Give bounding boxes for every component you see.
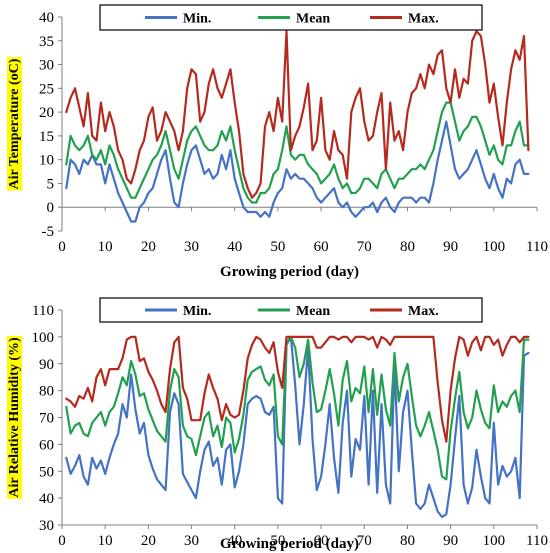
- x-tick-label: 70: [357, 239, 372, 255]
- x-tick-label: 40: [227, 533, 242, 549]
- legend-label: Mean: [296, 12, 330, 27]
- y-axis-label: Air Temperature (oC): [7, 58, 22, 189]
- y-axis-label: Air Relative Humidity (%): [7, 337, 22, 498]
- series-line-max: [65, 30, 530, 199]
- x-tick-label: 10: [98, 533, 113, 549]
- series-line-min: [65, 120, 530, 223]
- x-tick-label: 110: [526, 239, 548, 255]
- x-tick-label: 20: [141, 533, 156, 549]
- y-tick-label: 70: [39, 411, 54, 427]
- x-tick-label: 100: [483, 533, 506, 549]
- x-tick-label: 70: [357, 533, 372, 549]
- y-tick-label: 10: [39, 153, 54, 169]
- y-tick-label: 5: [47, 176, 55, 192]
- series-line-min: [65, 335, 530, 519]
- y-tick-label: 40: [39, 10, 54, 26]
- x-tick-label: 60: [314, 533, 329, 549]
- series-line-mean: [65, 101, 530, 204]
- y-tick-label: 30: [39, 518, 54, 534]
- y-tick-label: 30: [39, 58, 54, 74]
- legend-label: Mean: [296, 304, 330, 319]
- x-axis-label: Growing period (day): [220, 264, 359, 280]
- x-tick-label: 30: [184, 239, 199, 255]
- x-tick-label: 40: [227, 239, 242, 255]
- x-tick-label: 20: [141, 239, 156, 255]
- y-axis-label-highlight: [7, 336, 22, 499]
- legend-label: Min.: [183, 12, 211, 27]
- y-tick-label: 60: [39, 437, 54, 453]
- y-tick-label: 100: [32, 330, 55, 346]
- series-line-max: [65, 335, 530, 443]
- y-tick-label: 15: [39, 129, 54, 145]
- y-axis-label-group: Air Relative Humidity (%): [7, 336, 22, 499]
- x-tick-label: 50: [270, 533, 285, 549]
- y-axis-label-group: Air Temperature (oC): [7, 57, 22, 191]
- x-tick-label: 90: [443, 239, 458, 255]
- x-tick-label: 50: [270, 239, 285, 255]
- x-tick-label: 60: [314, 239, 329, 255]
- x-tick-label: 0: [58, 239, 66, 255]
- series-line-mean: [65, 335, 530, 481]
- x-tick-label: 90: [443, 533, 458, 549]
- y-tick-label: 90: [39, 357, 54, 373]
- chart-2: 30 40 50 60 70 80 90 100 110 0 10 20 30 40 50 60 70 80 90 1…: [7, 297, 548, 552]
- y-tick-label: 0: [47, 200, 55, 216]
- y-tick-label: 50: [39, 464, 54, 480]
- x-axis-label: Growing period (day): [220, 536, 359, 552]
- x-tick-label: 30: [184, 533, 199, 549]
- x-tick-label: 80: [400, 533, 415, 549]
- y-tick-label: 20: [39, 105, 54, 121]
- y-tick-label: 80: [39, 384, 54, 400]
- y-tick-label: 25: [39, 81, 54, 97]
- legend-label: Max.: [408, 304, 439, 319]
- y-tick-label: 110: [32, 303, 54, 319]
- y-axis-label-highlight: [7, 57, 22, 191]
- y-tick-label: 35: [39, 34, 54, 50]
- y-tick-label: 40: [39, 491, 54, 507]
- y-tick-label: -5: [42, 224, 55, 240]
- legend-label: Min.: [183, 304, 211, 319]
- x-tick-label: 0: [58, 533, 66, 549]
- x-tick-label: 110: [526, 533, 548, 549]
- x-tick-label: 80: [400, 239, 415, 255]
- x-tick-label: 10: [98, 239, 113, 255]
- legend-label: Max.: [408, 12, 439, 27]
- x-tick-label: 100: [483, 239, 506, 255]
